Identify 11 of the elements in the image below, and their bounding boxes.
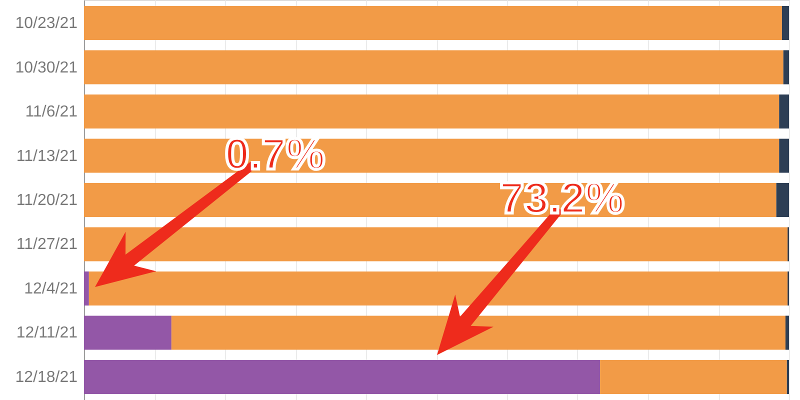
y-tick-label: 11/6/21: [25, 104, 78, 121]
y-tick-label: 12/18/21: [15, 368, 78, 386]
annotation: 0.7%: [224, 130, 326, 179]
y-tick-label: 11/20/21: [16, 192, 78, 209]
annotation: 73.2%: [500, 174, 624, 223]
y-tick-label: 11/27/21: [16, 236, 78, 254]
y-tick-label: 12/11/21: [16, 324, 78, 342]
y-tick-label: 10/30/21: [15, 59, 78, 76]
y-tick-label: 11/13/21: [16, 148, 78, 165]
y-tick-label: 10/23/21: [15, 15, 78, 32]
y-tick-label: 12/4/21: [24, 280, 78, 298]
